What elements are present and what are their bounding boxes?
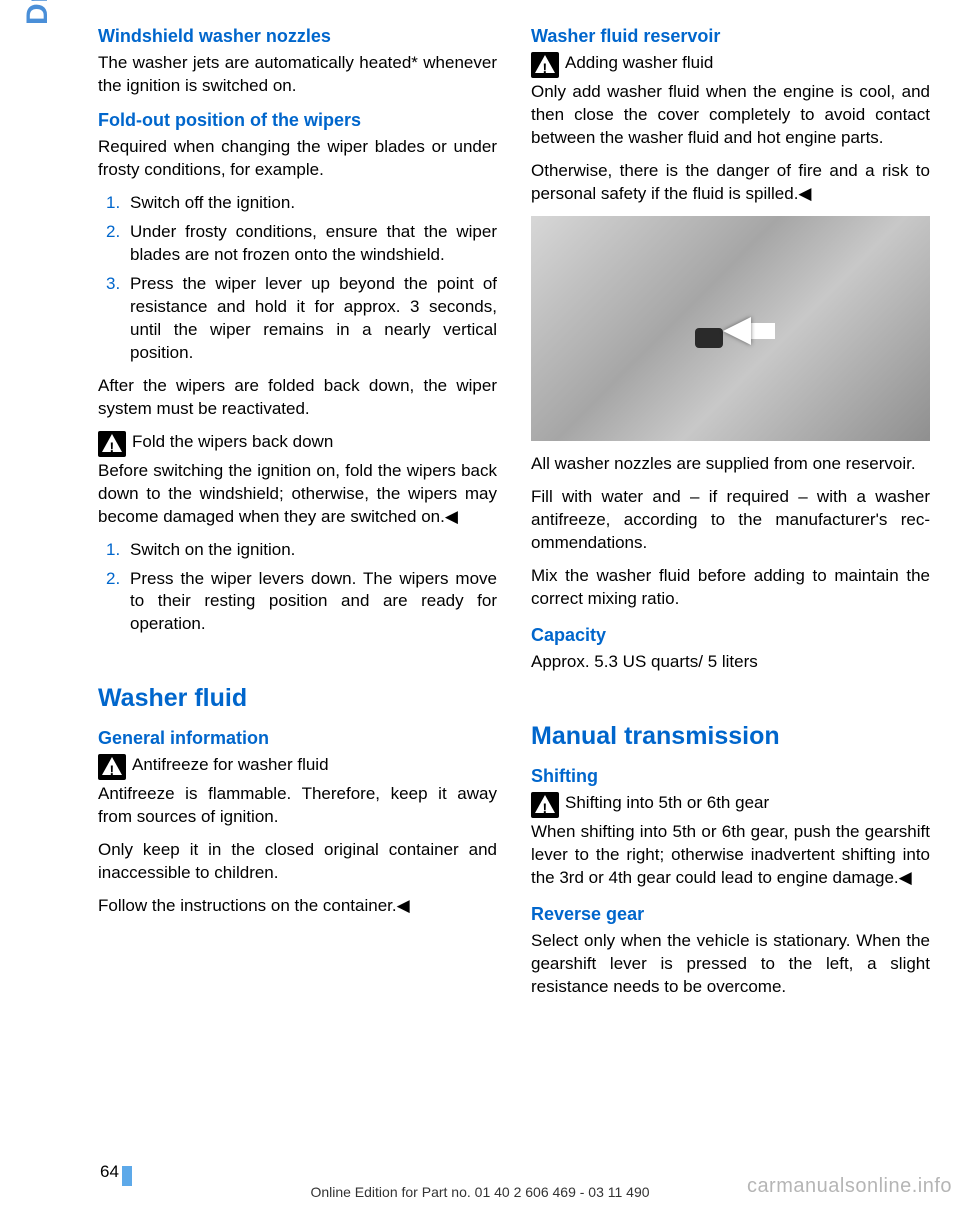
- heading-washer-fluid-reservoir: Washer fluid reservoir: [531, 24, 930, 48]
- side-tab: Driving: [18, 0, 59, 25]
- heading-general-information: General information: [98, 726, 497, 750]
- list-item: 1.Switch off the ignition.: [98, 192, 497, 215]
- list-text: Switch off the ignition.: [130, 192, 497, 215]
- list-item: 2.Press the wiper levers down. The wiper…: [98, 568, 497, 637]
- body-text: Fill with water and – if required – with…: [531, 486, 930, 555]
- list-number: 1.: [106, 539, 130, 562]
- figure-cap: [695, 328, 723, 348]
- body-text: Required when changing the wiper blades …: [98, 136, 497, 182]
- warning-title: Antifreeze for washer fluid: [132, 755, 329, 774]
- list-number: 1.: [106, 192, 130, 215]
- list-text: Press the wiper levers down. The wipers …: [130, 568, 497, 637]
- list-text: Switch on the ignition.: [130, 539, 497, 562]
- heading-foldout-wipers: Fold-out position of the wipers: [98, 108, 497, 132]
- warning-icon: [531, 792, 559, 818]
- figure-washer-reservoir: [531, 216, 930, 441]
- page-content: Windshield washer nozzles The washer jet…: [98, 24, 930, 1162]
- body-text: Only keep it in the closed original cont…: [98, 839, 497, 885]
- heading-shifting: Shifting: [531, 764, 930, 788]
- warning-icon: [98, 754, 126, 780]
- body-text: The washer jets are automatically heated…: [98, 52, 497, 98]
- warning-block: Antifreeze for washer fluid Antifreeze i…: [98, 754, 497, 829]
- warning-body: When shifting into 5th or 6th gear, push…: [531, 821, 930, 890]
- body-text: Otherwise, there is the danger of fire a…: [531, 160, 930, 206]
- list-text: Under frosty conditions, ensure that the…: [130, 221, 497, 267]
- warning-body: Before switching the ignition on, fold t…: [98, 460, 497, 529]
- ordered-list: 1.Switch off the ignition. 2.Under frost…: [98, 192, 497, 365]
- warning-block: Adding washer fluid Only add washer flui…: [531, 52, 930, 150]
- heading-reverse-gear: Reverse gear: [531, 902, 930, 926]
- warning-icon: [98, 431, 126, 457]
- ordered-list: 1.Switch on the ignition. 2.Press the wi…: [98, 539, 497, 637]
- warning-title: Shifting into 5th or 6th gear: [565, 793, 769, 812]
- heading-washer-fluid: Washer fluid: [98, 682, 497, 716]
- body-text: After the wipers are folded back down, t…: [98, 375, 497, 421]
- list-number: 2.: [106, 221, 130, 267]
- warning-block: Fold the wipers back down Before switchi…: [98, 431, 497, 529]
- body-text: Mix the washer fluid before adding to ma…: [531, 565, 930, 611]
- list-item: 2.Under frosty conditions, ensure that t…: [98, 221, 497, 267]
- warning-body: Antifreeze is flammable. Therefore, keep…: [98, 783, 497, 829]
- body-text: Approx. 5.3 US quarts/ 5 liters: [531, 651, 930, 674]
- heading-windshield-washer-nozzles: Windshield washer nozzles: [98, 24, 497, 48]
- body-text: Follow the instructions on the container…: [98, 895, 497, 918]
- list-item: 1.Switch on the ignition.: [98, 539, 497, 562]
- list-text: Press the wiper lever up beyond the poin…: [130, 273, 497, 365]
- list-number: 2.: [106, 568, 130, 637]
- warning-block: Shifting into 5th or 6th gear When shift…: [531, 792, 930, 890]
- watermark: carmanualsonline.info: [747, 1173, 952, 1200]
- figure-arrow: [723, 317, 751, 345]
- warning-icon: [531, 52, 559, 78]
- footer-text: Online Edition for Part no. 01 40 2 606 …: [310, 1184, 649, 1200]
- heading-capacity: Capacity: [531, 623, 930, 647]
- warning-title: Fold the wipers back down: [132, 432, 333, 451]
- warning-title: Adding washer fluid: [565, 53, 713, 72]
- figure-arrow-tail: [749, 323, 775, 339]
- list-item: 3.Press the wiper lever up beyond the po…: [98, 273, 497, 365]
- warning-body: Only add washer fluid when the engine is…: [531, 81, 930, 150]
- body-text: Select only when the vehicle is stationa…: [531, 930, 930, 999]
- heading-manual-transmission: Manual transmission: [531, 720, 930, 754]
- list-number: 3.: [106, 273, 130, 365]
- body-text: All washer nozzles are supplied from one…: [531, 453, 930, 476]
